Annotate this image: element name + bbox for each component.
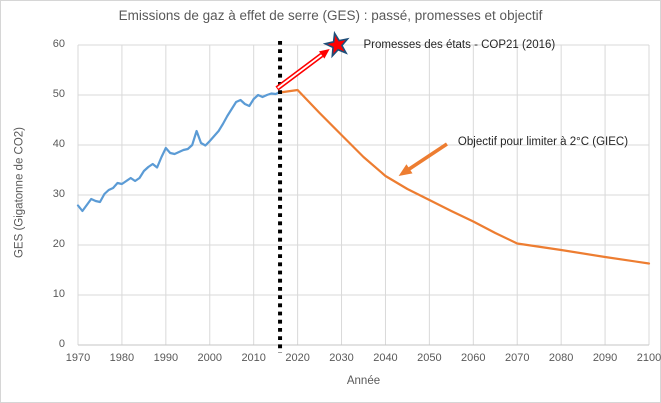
x-tick-label: 2060 — [461, 352, 486, 364]
x-tick-label: 2030 — [329, 352, 354, 364]
objectif-arrow-icon — [405, 142, 448, 172]
series-line-passe — [76, 90, 282, 213]
x-tick-label: 1980 — [109, 352, 135, 364]
y-tick-label: 10 — [52, 288, 65, 300]
x-tick-label: 2080 — [548, 352, 574, 364]
x-tick-label: 2070 — [504, 352, 530, 364]
x-tick-label: 2020 — [285, 352, 310, 364]
x-tick-label: 2090 — [592, 352, 618, 364]
objectif-arrowhead-icon — [398, 164, 413, 176]
x-tick-label: 2010 — [241, 352, 266, 364]
y-tick-label: 30 — [52, 188, 65, 200]
x-tick-label: 2000 — [197, 352, 222, 364]
x-axis-ticks: 1970 1980 1990 2000 2010 2020 2030 2040 2050 2060… — [1, 352, 661, 366]
y-tick-label: 60 — [52, 38, 65, 50]
y-tick-label: 40 — [52, 138, 65, 150]
annotation-objectif-label: Objectif pour limiter à 2°C (GIEC) — [457, 136, 629, 148]
x-axis-title: Année — [346, 375, 381, 387]
y-axis-title: GES (Gigatonne de CO2) — [13, 126, 26, 259]
promesses-arrow-gap — [277, 54, 323, 89]
y-tick-label: 50 — [52, 88, 65, 100]
y-tick-label: 20 — [52, 238, 65, 250]
x-tick-label: 1970 — [65, 352, 91, 364]
series-line-objectif — [278, 88, 651, 265]
x-tick-label: 2050 — [417, 352, 442, 364]
annotation-promesses-label: Promesses des états - COP21 (2016) — [363, 39, 556, 51]
cop21-star-icon — [322, 30, 350, 59]
promesses-arrowhead-icon — [318, 49, 330, 59]
y-axis-ticks: 0 10 20 30 40 50 60 — [29, 1, 65, 402]
x-tick-label: 2040 — [373, 352, 398, 364]
x-tick-label: 2100 — [636, 352, 661, 364]
y-tick-label: 0 — [58, 338, 65, 350]
chart-title: Emissions de gaz à effet de serre (GES) … — [118, 8, 543, 23]
x-tick-label: 1990 — [153, 352, 179, 364]
